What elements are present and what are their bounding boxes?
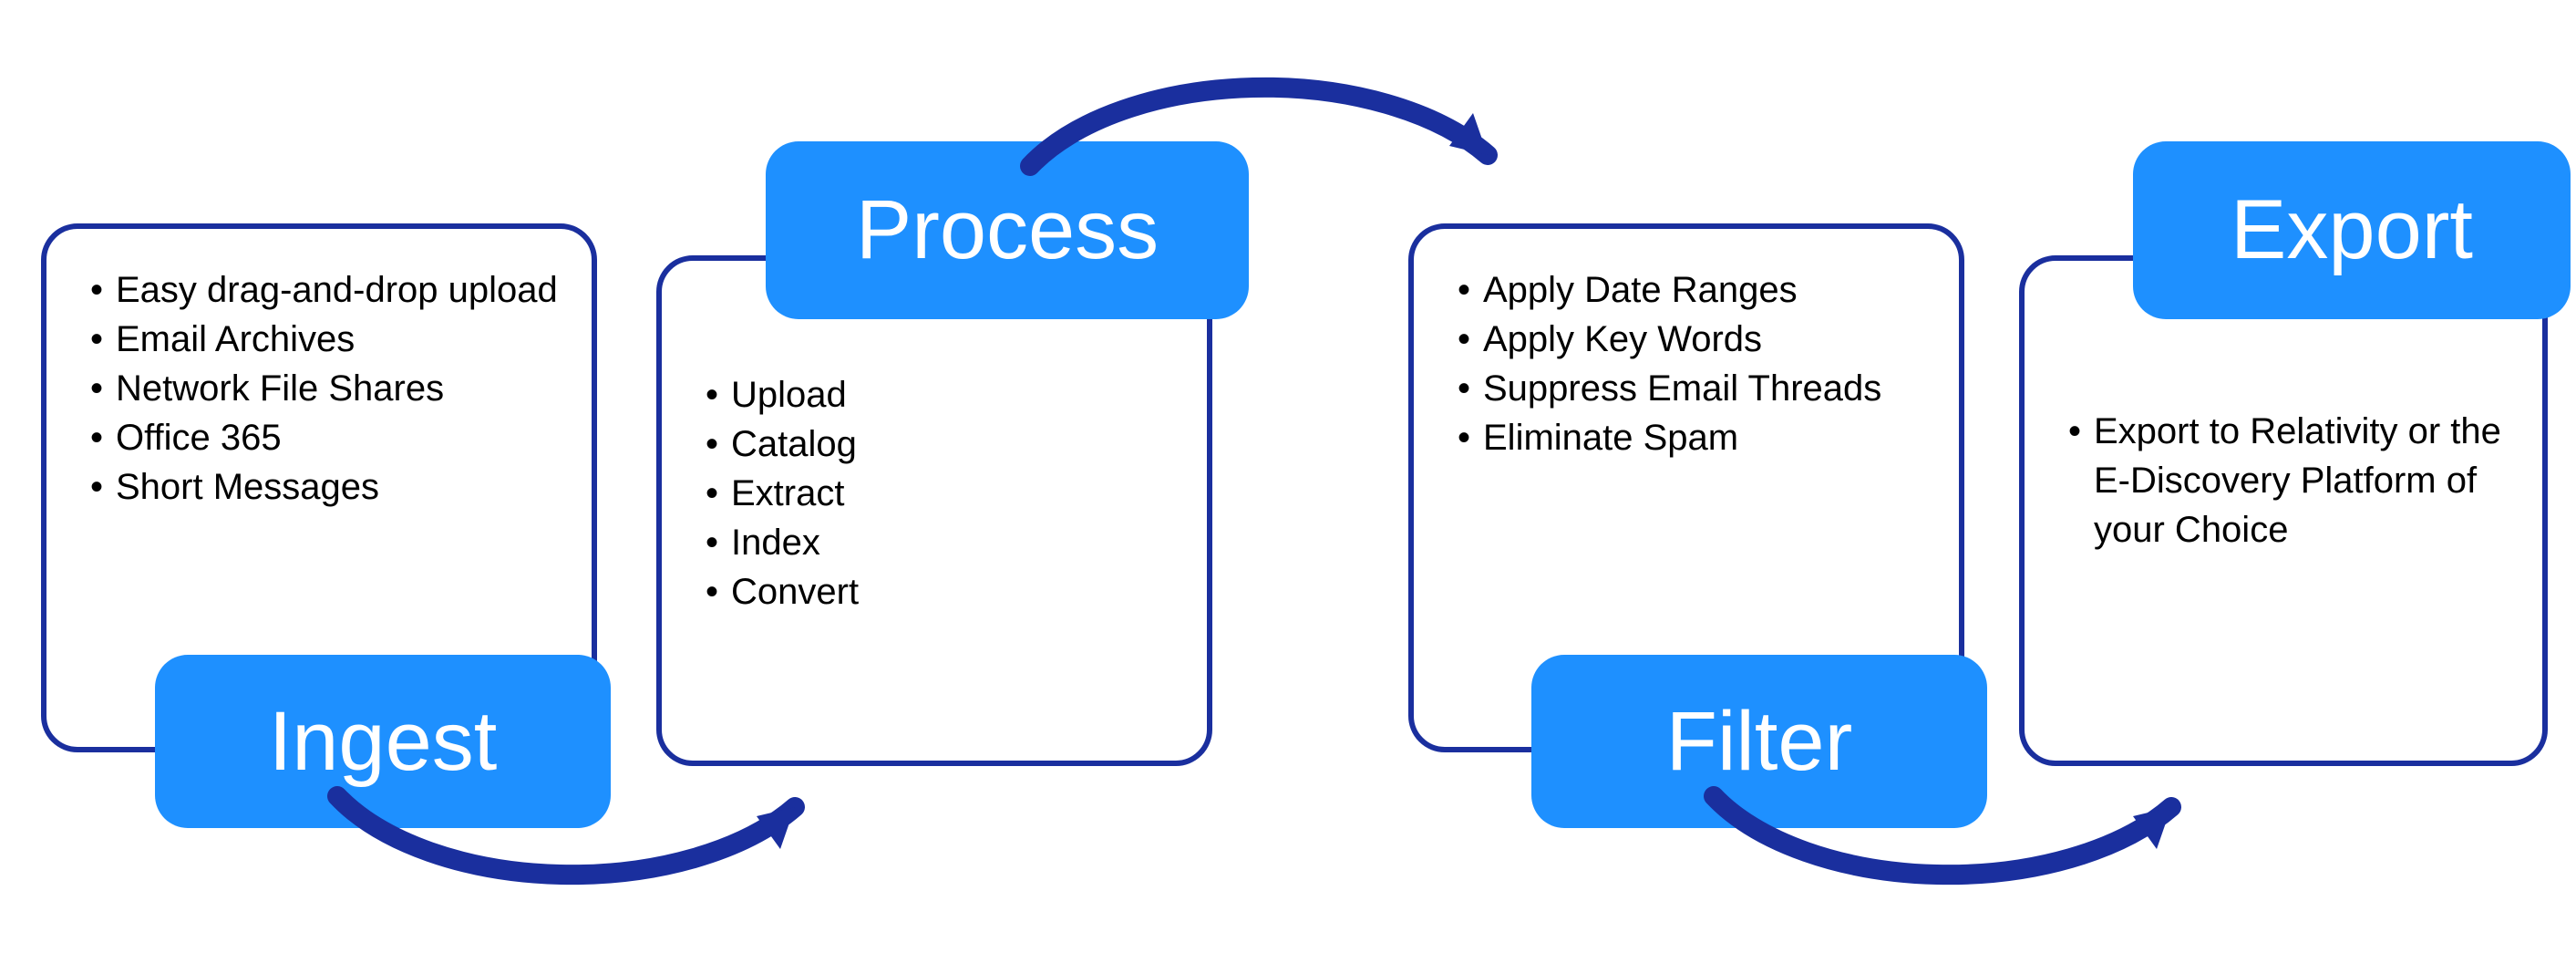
list-item: Apply Key Words	[1458, 315, 1926, 364]
list-item: Suppress Email Threads	[1458, 364, 1926, 413]
list-item: Convert	[706, 567, 1174, 616]
list-item: Office 365	[90, 413, 559, 462]
list-item: Email Archives	[90, 315, 559, 364]
list-item: Upload	[706, 370, 1174, 420]
list-item: Short Messages	[90, 462, 559, 512]
card-process: Upload Catalog Extract Index Convert	[656, 255, 1212, 766]
list-item: Apply Date Ranges	[1458, 265, 1926, 315]
list-item: Eliminate Spam	[1458, 413, 1926, 462]
card-export: Export to Relativity or the E-Discovery …	[2019, 255, 2548, 766]
arrow-arc	[1714, 796, 2171, 875]
pill-label: Process	[856, 182, 1159, 278]
list-item: Catalog	[706, 420, 1174, 469]
list-item: Extract	[706, 469, 1174, 518]
arrow-ingest-to-process	[283, 780, 848, 953]
arrow-arc	[337, 796, 795, 875]
list-item: Easy drag-and-drop upload	[90, 265, 559, 315]
arrow-arc	[1030, 88, 1488, 166]
arrow-process-to-filter	[975, 9, 1540, 182]
pill-label: Ingest	[269, 694, 498, 790]
list-item: Index	[706, 518, 1174, 567]
pill-export: Export	[2133, 141, 2571, 319]
bullets-process: Upload Catalog Extract Index Convert	[706, 370, 1174, 616]
list-item: Export to Relativity or the E-Discovery …	[2068, 407, 2509, 554]
bullets-export: Export to Relativity or the E-Discovery …	[2068, 407, 2509, 554]
list-item: Network File Shares	[90, 364, 559, 413]
arrow-filter-to-export	[1659, 780, 2224, 953]
bullets-filter: Apply Date Ranges Apply Key Words Suppre…	[1458, 265, 1926, 462]
pill-label: Filter	[1666, 694, 1852, 790]
bullets-ingest: Easy drag-and-drop upload Email Archives…	[90, 265, 559, 512]
pill-label: Export	[2231, 182, 2473, 278]
